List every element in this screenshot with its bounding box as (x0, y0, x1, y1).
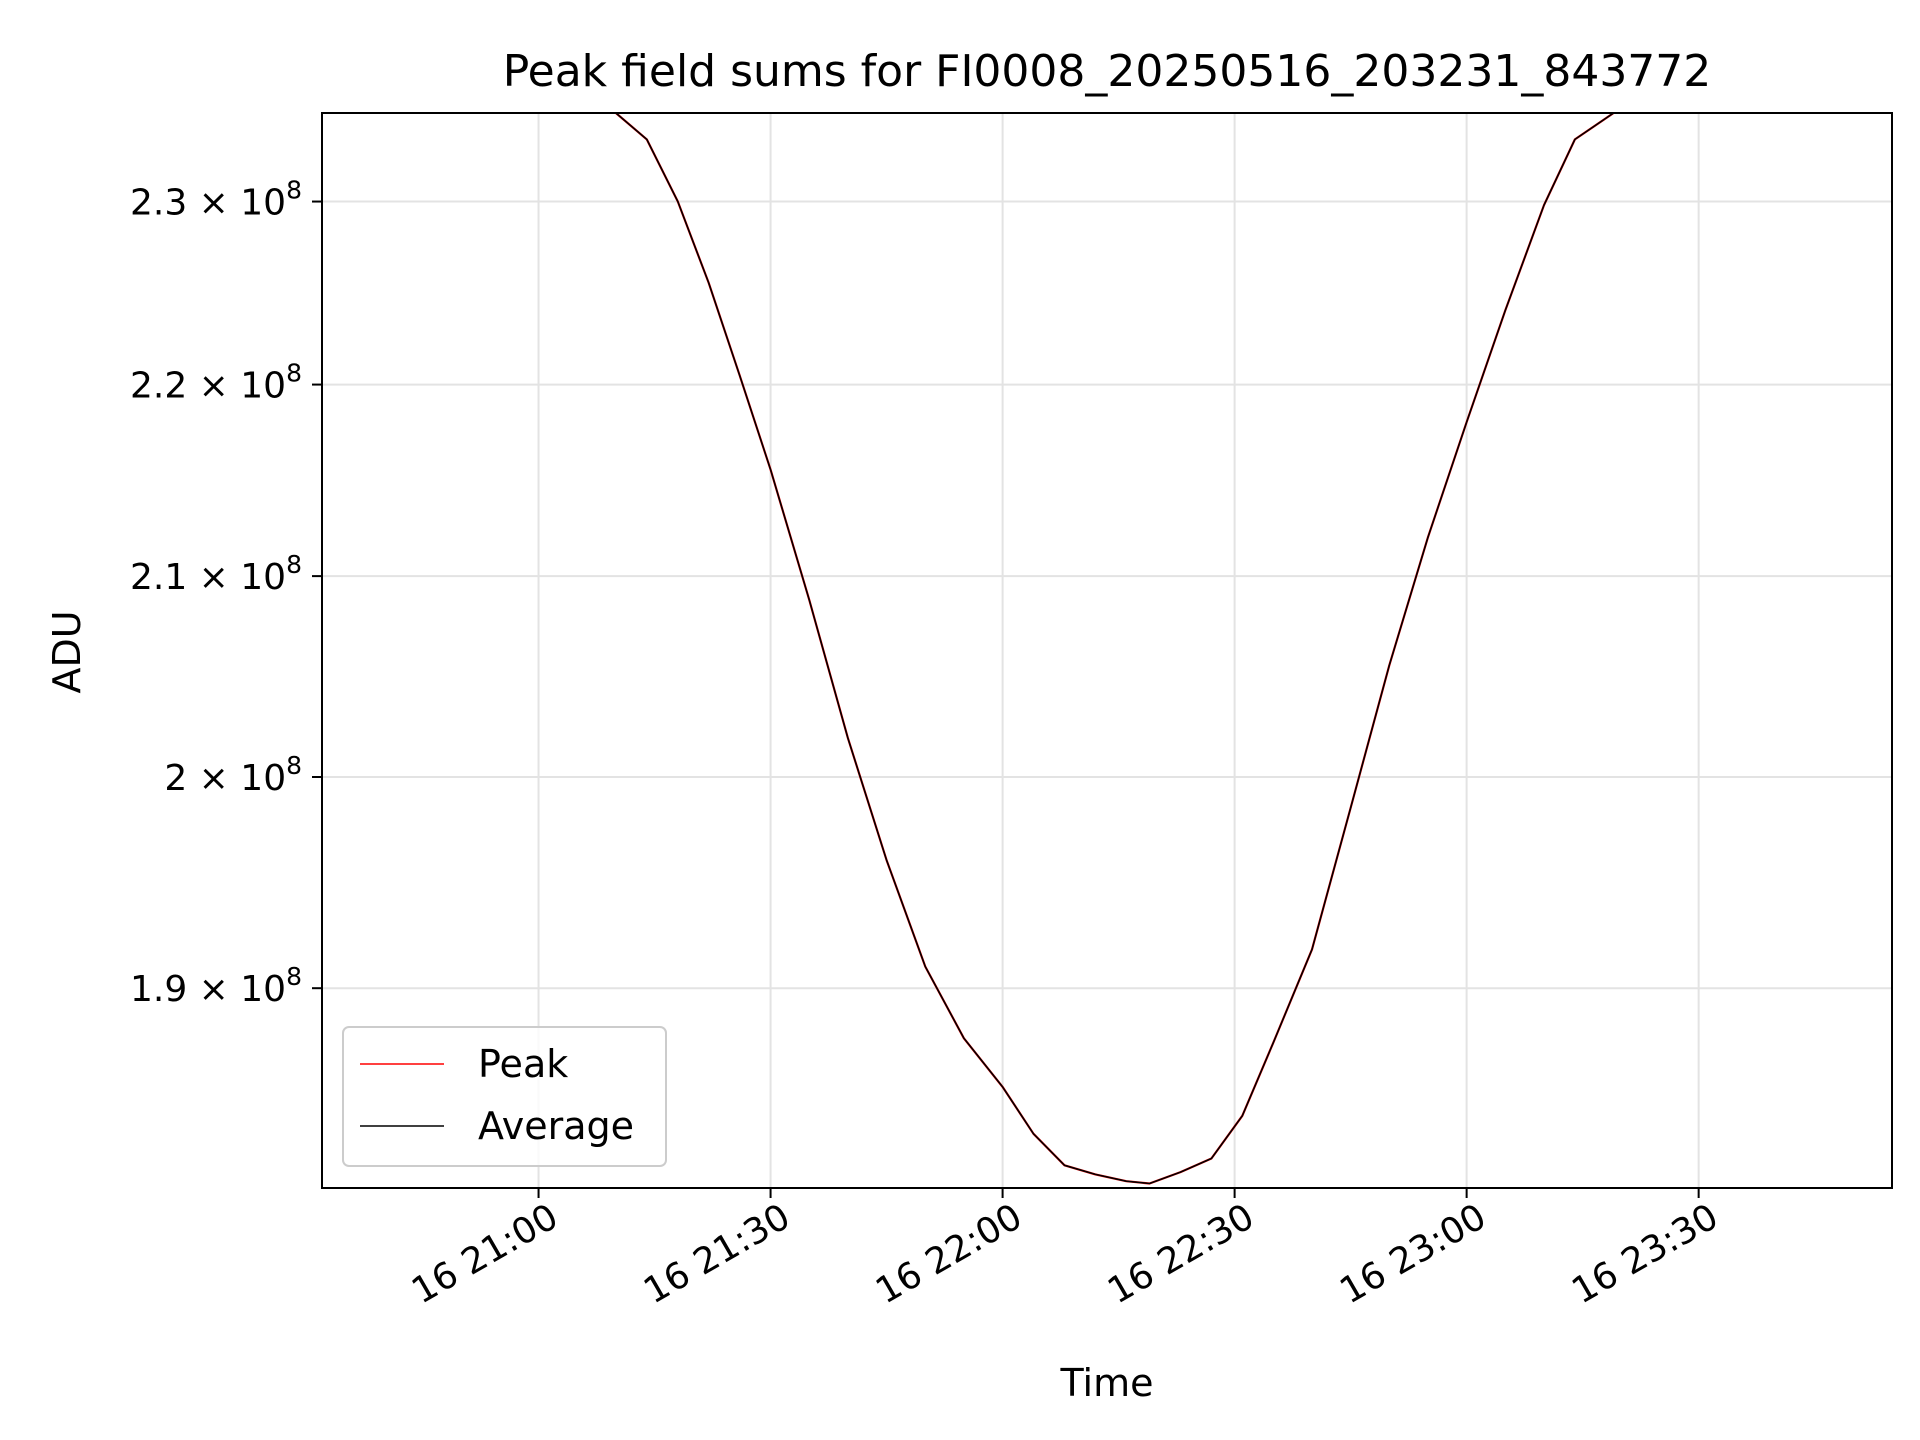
y-tick-label: 2.2 × 108 (130, 359, 302, 407)
y-tick-label: 2.1 × 108 (130, 550, 302, 598)
x-tick-label: 16 23:00 (1333, 1196, 1493, 1312)
y-axis: 1.9 × 108 2 × 108 2.1 × 108 2.2 × 108 2.3 × … (130, 176, 322, 1010)
x-tick-label: 16 21:30 (637, 1196, 797, 1312)
y-tick-label: 2 × 108 (164, 751, 302, 799)
plot-area (615, 113, 1615, 1185)
legend-label-average: Average (478, 1104, 634, 1148)
x-tick-label: 16 23:30 (1565, 1196, 1725, 1312)
x-tick-label: 16 22:30 (1101, 1196, 1261, 1312)
legend-label-peak: Peak (478, 1042, 568, 1086)
y-axis-label: ADU (45, 610, 89, 693)
y-tick-label: 1.9 × 108 (130, 962, 302, 1010)
series-lines (615, 113, 1615, 1185)
x-axis-label: Time (1060, 1361, 1154, 1405)
grid-lines (322, 113, 1892, 1188)
legend: Peak Average (342, 1026, 667, 1167)
x-tick-label: 16 22:00 (869, 1196, 1029, 1312)
plot-frame (321, 112, 1893, 1189)
series-line-average (615, 113, 1615, 1185)
legend-box (342, 1026, 667, 1167)
x-tick-label: 16 21:00 (405, 1196, 565, 1312)
chart-title: Peak field sums for FI0008_20250516_2032… (503, 46, 1712, 97)
y-tick-label: 2.3 × 108 (130, 176, 302, 224)
series-line-peak (615, 113, 1615, 1185)
x-axis: 16 21:00 16 21:30 16 22:00 16 22:30 16 23:00… (405, 1188, 1725, 1312)
